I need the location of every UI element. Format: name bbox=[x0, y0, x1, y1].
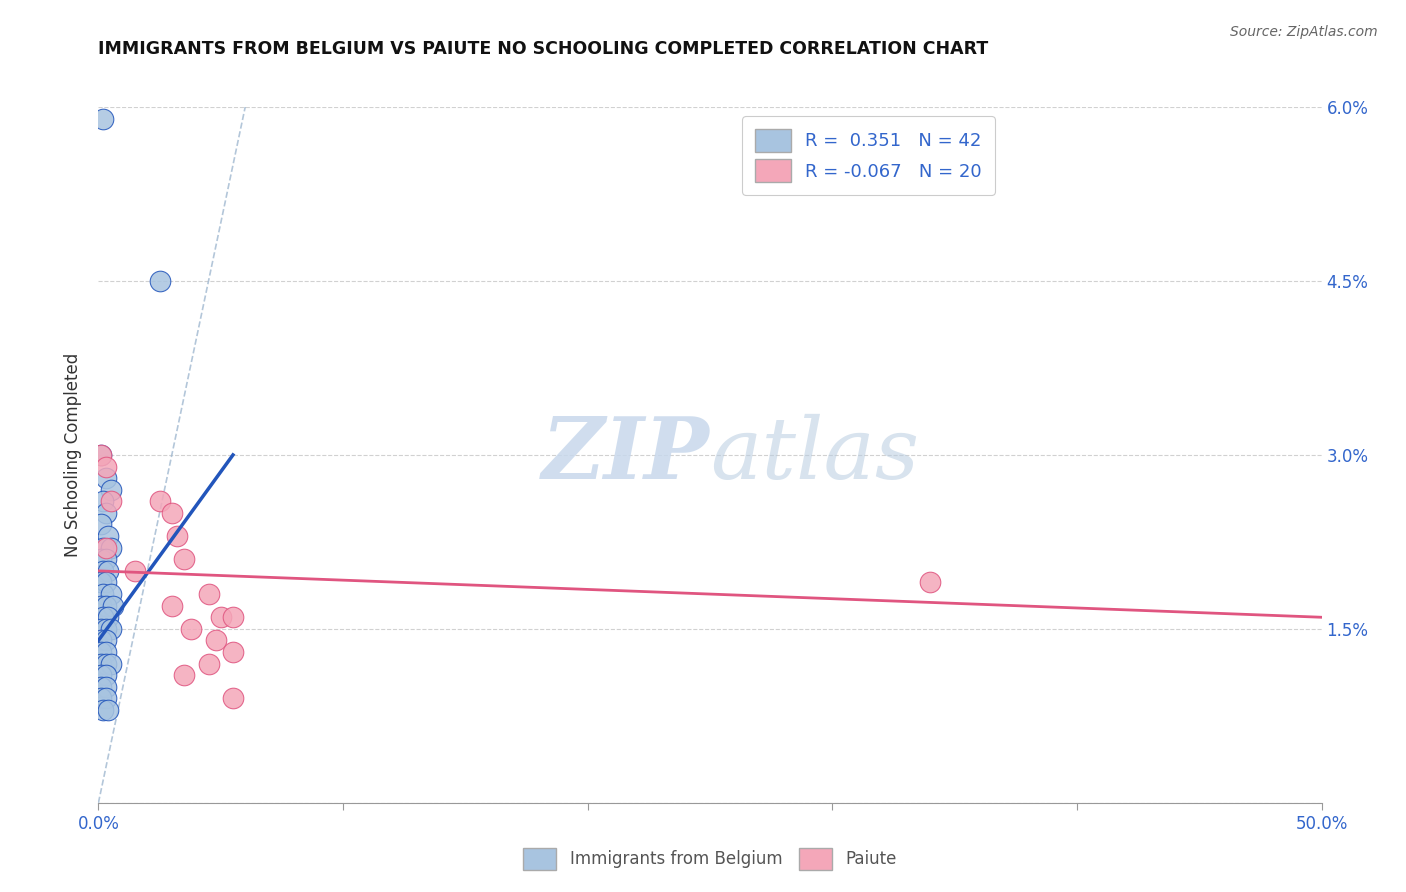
Point bbox=[91, 541, 114, 555]
Point bbox=[90, 448, 112, 462]
Point bbox=[90, 448, 112, 462]
Point bbox=[173, 552, 195, 566]
Point bbox=[90, 575, 112, 590]
Point bbox=[90, 668, 112, 682]
Point bbox=[180, 622, 202, 636]
Point bbox=[100, 657, 122, 671]
Text: IMMIGRANTS FROM BELGIUM VS PAIUTE NO SCHOOLING COMPLETED CORRELATION CHART: IMMIGRANTS FROM BELGIUM VS PAIUTE NO SCH… bbox=[98, 40, 988, 58]
Point bbox=[97, 703, 120, 717]
Point bbox=[209, 610, 232, 624]
Point bbox=[94, 506, 117, 520]
Point bbox=[222, 691, 245, 706]
Point bbox=[97, 564, 120, 578]
Point bbox=[90, 633, 112, 648]
Point bbox=[97, 610, 120, 624]
Point bbox=[101, 599, 124, 613]
Point bbox=[90, 657, 112, 671]
Point bbox=[90, 691, 112, 706]
Point bbox=[205, 633, 228, 648]
Point bbox=[222, 645, 245, 659]
Point bbox=[94, 680, 117, 694]
Point bbox=[90, 680, 112, 694]
Point bbox=[97, 529, 120, 543]
Point bbox=[160, 599, 183, 613]
Point bbox=[149, 274, 172, 288]
Legend: Immigrants from Belgium, Paiute: Immigrants from Belgium, Paiute bbox=[515, 840, 905, 878]
Point bbox=[166, 529, 188, 543]
Point bbox=[100, 622, 122, 636]
Text: ZIP: ZIP bbox=[543, 413, 710, 497]
Y-axis label: No Schooling Completed: No Schooling Completed bbox=[65, 353, 83, 557]
Point bbox=[90, 517, 112, 532]
Point bbox=[91, 564, 114, 578]
Point bbox=[91, 587, 114, 601]
Point bbox=[91, 610, 114, 624]
Point bbox=[94, 622, 117, 636]
Point bbox=[149, 494, 172, 508]
Point bbox=[94, 471, 117, 485]
Point bbox=[94, 645, 117, 659]
Point bbox=[91, 703, 114, 717]
Point bbox=[91, 494, 114, 508]
Point bbox=[94, 657, 117, 671]
Point bbox=[173, 668, 195, 682]
Point bbox=[90, 622, 112, 636]
Point bbox=[94, 575, 117, 590]
Point bbox=[94, 691, 117, 706]
Point bbox=[100, 494, 122, 508]
Point bbox=[100, 541, 122, 555]
Point bbox=[160, 506, 183, 520]
Point bbox=[920, 575, 942, 590]
Point bbox=[197, 587, 219, 601]
Point bbox=[90, 552, 112, 566]
Point bbox=[222, 610, 245, 624]
Point bbox=[90, 645, 112, 659]
Point bbox=[91, 112, 114, 126]
Point bbox=[94, 599, 117, 613]
Point bbox=[100, 483, 122, 497]
Text: Source: ZipAtlas.com: Source: ZipAtlas.com bbox=[1230, 25, 1378, 39]
Text: atlas: atlas bbox=[710, 414, 920, 496]
Point bbox=[90, 599, 112, 613]
Point bbox=[94, 552, 117, 566]
Point bbox=[94, 541, 117, 555]
Point bbox=[94, 459, 117, 474]
Point bbox=[124, 564, 146, 578]
Point bbox=[197, 657, 219, 671]
Point bbox=[94, 668, 117, 682]
Point bbox=[100, 587, 122, 601]
Point bbox=[94, 633, 117, 648]
